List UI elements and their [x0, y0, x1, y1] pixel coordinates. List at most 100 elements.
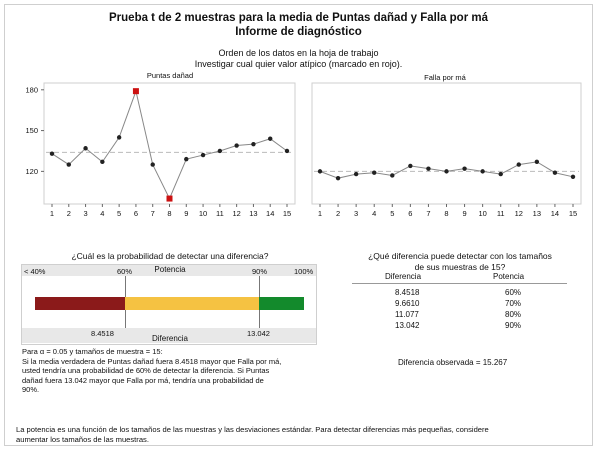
report-title: Prueba t de 2 muestras para la media de …	[109, 12, 488, 24]
scale-label-60: 60%	[117, 267, 133, 276]
data-point	[100, 159, 105, 165]
diff-value-60: 8.4518	[91, 329, 114, 338]
detect-question-line1: ¿Qué diferencia puede detectar con los t…	[368, 251, 552, 261]
power-segment-low	[35, 297, 125, 310]
data-point	[49, 151, 55, 156]
outlier-point	[166, 195, 173, 202]
data-point	[390, 173, 395, 178]
table-row-diff: 13.042	[395, 321, 420, 330]
x-tick-label: 8	[167, 209, 171, 218]
x-tick-label: 12	[232, 209, 240, 218]
data-point	[251, 141, 256, 147]
scale-label-40: < 40%	[24, 267, 46, 276]
table-header-rule	[352, 283, 567, 284]
power-text-line5: 90%.	[22, 385, 40, 394]
data-point	[444, 169, 449, 174]
potencia-label: Potencia	[154, 265, 186, 274]
power-text-line2: Si la media verdadera de Puntas dañad fu…	[22, 356, 282, 366]
x-tick-label: 12	[515, 209, 523, 218]
power-question: ¿Cuál es la probabilidad de detectar una…	[71, 251, 269, 261]
data-point	[150, 162, 155, 167]
x-tick-label: 3	[354, 209, 358, 218]
data-point	[66, 162, 71, 167]
x-tick-label: 7	[426, 209, 430, 218]
x-tick-label: 11	[216, 209, 224, 218]
data-order-subheading: Investigar cual quier valor atípico (mar…	[194, 59, 403, 69]
power-explanation: Para α = 0.05 y tamaños de muestra = 15:…	[22, 347, 332, 395]
data-point	[498, 171, 503, 177]
potencia-strip	[22, 265, 316, 276]
data-point	[552, 170, 558, 175]
detect-question: ¿Qué diferencia puede detectar con los t…	[340, 251, 580, 273]
diferencia-strip	[22, 328, 316, 343]
data-point	[408, 163, 413, 169]
x-tick-label: 1	[318, 209, 322, 218]
x-tick-label: 2	[67, 209, 71, 218]
data-point	[335, 175, 341, 181]
table-row-pot: 80%	[505, 310, 522, 319]
plot-area	[311, 82, 582, 205]
x-tick-label: 5	[117, 209, 121, 218]
panel-title-puntas: Puntas dañad	[146, 71, 194, 80]
diff-value-90: 13.042	[247, 329, 270, 338]
diferencia-label: Diferencia	[151, 334, 188, 343]
footer-line1: La potencia es una función de los tamaño…	[16, 425, 489, 434]
table-row-pot: 60%	[505, 288, 522, 297]
power-text-line3: usted tendría una probabilidad de 60% de…	[22, 366, 270, 375]
detect-question-line2: de sus muestras de 15?	[414, 262, 506, 272]
y-tick-label: 150	[25, 126, 38, 135]
data-point	[268, 136, 273, 141]
data-point	[534, 159, 540, 165]
x-tick-label: 3	[83, 209, 87, 218]
x-tick-label: 14	[551, 209, 559, 218]
data-point	[480, 169, 485, 174]
x-tick-label: 7	[151, 209, 155, 218]
table-row-pot: 70%	[505, 299, 522, 308]
power-segment-high	[259, 297, 304, 310]
data-point	[372, 170, 377, 175]
col-header-potencia: Potencia	[493, 272, 525, 281]
data-point	[317, 169, 323, 174]
footer-note: La potencia es una función de los tamaño…	[16, 425, 586, 444]
x-tick-label: 13	[249, 209, 257, 218]
data-point	[516, 162, 521, 167]
x-tick-label: 8	[444, 209, 448, 218]
y-tick-label: 120	[25, 167, 38, 176]
x-tick-label: 4	[100, 209, 104, 218]
data-point	[116, 135, 122, 140]
data-point	[200, 152, 206, 158]
table-row-diff: 9.6610	[395, 299, 420, 308]
report-frame	[4, 4, 593, 446]
x-tick-label: 10	[199, 209, 207, 218]
x-tick-label: 9	[462, 209, 466, 218]
x-tick-label: 4	[372, 209, 376, 218]
x-tick-label: 10	[478, 209, 486, 218]
col-header-diferencia: Diferencia	[385, 272, 422, 281]
x-tick-label: 6	[134, 209, 138, 218]
data-point	[462, 166, 467, 171]
power-text-line1: Para α = 0.05 y tamaños de muestra = 15:	[22, 347, 163, 356]
data-point	[234, 143, 239, 148]
scale-label-100: 100%	[294, 267, 314, 276]
data-point	[217, 148, 223, 154]
x-tick-label: 15	[569, 209, 577, 218]
x-tick-label: 14	[266, 209, 274, 218]
x-tick-label: 13	[533, 209, 541, 218]
panel-title-falla: Falla por má	[424, 73, 466, 82]
power-text-line4: dañad fuera 13.042 mayor que Falla por m…	[22, 375, 264, 385]
observed-difference: Diferencia observada = 15.267	[398, 358, 508, 367]
x-tick-label: 5	[390, 209, 394, 218]
table-row-diff: 11.077	[395, 310, 419, 319]
footer-line2: aumentar los tamaños de las muestras.	[16, 434, 149, 444]
table-row-pot: 90%	[505, 321, 522, 330]
power-segment-mid	[125, 297, 259, 310]
x-tick-label: 9	[184, 209, 188, 218]
x-tick-label: 6	[408, 209, 412, 218]
plot-area	[43, 82, 296, 205]
report-subtitle: Informe de diagnóstico	[235, 26, 362, 38]
data-point	[184, 156, 189, 162]
scale-label-90: 90%	[252, 267, 268, 276]
data-order-heading: Orden de los datos en la hoja de trabajo	[218, 48, 379, 58]
